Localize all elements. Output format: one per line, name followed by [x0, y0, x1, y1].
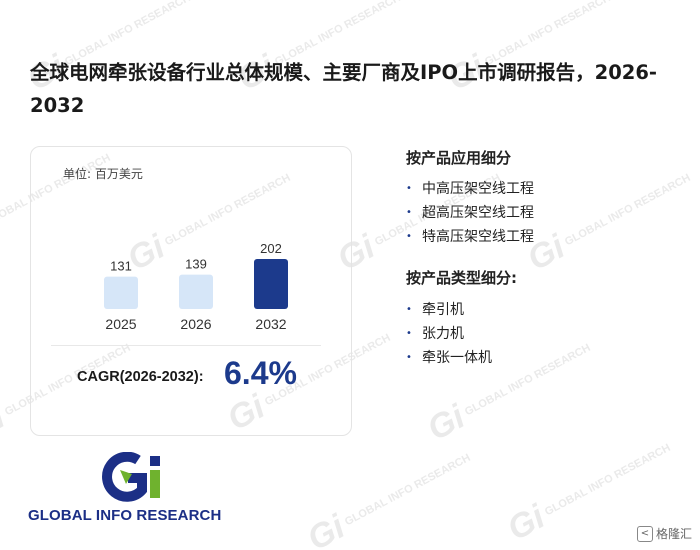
type-segment-heading: 按产品类型细分:: [406, 269, 517, 287]
bullet-icon: •: [406, 328, 412, 339]
bullet-icon: •: [406, 183, 412, 194]
list-item: • 张力机: [406, 322, 492, 346]
unit-label: 单位: 百万美元: [63, 167, 143, 181]
bar-value-label: 202: [260, 241, 282, 256]
list-item: • 特高压架空线工程: [406, 225, 534, 249]
market-size-bar-chart: 131 2025 139 2026 202 2032: [104, 241, 288, 332]
logo-text: GLOBAL INFO RESEARCH: [28, 507, 222, 524]
list-item: • 牵引机: [406, 298, 492, 322]
category-label: 2026: [180, 316, 211, 332]
cagr-label: CAGR(2026-2032):: [77, 369, 204, 385]
bar-2032: [254, 259, 288, 309]
bullet-icon: •: [406, 304, 412, 315]
list-item: • 超高压架空线工程: [406, 201, 534, 225]
watermark: GiGLOBAL INFO RESEARCH: [301, 451, 473, 550]
gi-logo-icon: [102, 452, 160, 502]
category-label: 2025: [105, 316, 136, 332]
bullet-icon: •: [406, 352, 412, 363]
watermark: GiGLOBAL INFO RESEARCH: [521, 171, 693, 279]
company-logo: GLOBAL INFO RESEARCH: [28, 450, 248, 530]
card-divider: [51, 345, 321, 346]
bar-2025: [104, 276, 138, 309]
application-segment-heading: 按产品应用细分: [406, 149, 512, 167]
application-segment-list: • 中高压架空线工程 • 超高压架空线工程 • 特高压架空线工程: [406, 177, 534, 249]
type-segment-list: • 牵引机 • 张力机 • 牵张一体机: [406, 298, 492, 370]
market-size-card: 单位: 百万美元 131 2025 139 2026 202 2032 CAGR(2026…: [30, 146, 352, 436]
cagr-value: 6.4%: [224, 355, 297, 391]
source-badge: < 格隆汇: [636, 525, 692, 542]
list-item: • 中高压架空线工程: [406, 177, 534, 201]
bullet-icon: •: [406, 207, 412, 218]
list-item: • 牵张一体机: [406, 346, 492, 370]
category-label: 2032: [255, 316, 286, 332]
source-logo-icon: <: [636, 525, 653, 542]
source-badge-text: 格隆汇: [655, 527, 692, 541]
bar-value-label: 131: [110, 259, 132, 274]
bar-2026: [179, 274, 213, 309]
bar-value-label: 139: [185, 257, 207, 272]
report-title: 全球电网牵张设备行业总体规模、主要厂商及IPO上市调研报告，2026-2032: [30, 61, 657, 117]
bullet-icon: •: [406, 231, 412, 242]
